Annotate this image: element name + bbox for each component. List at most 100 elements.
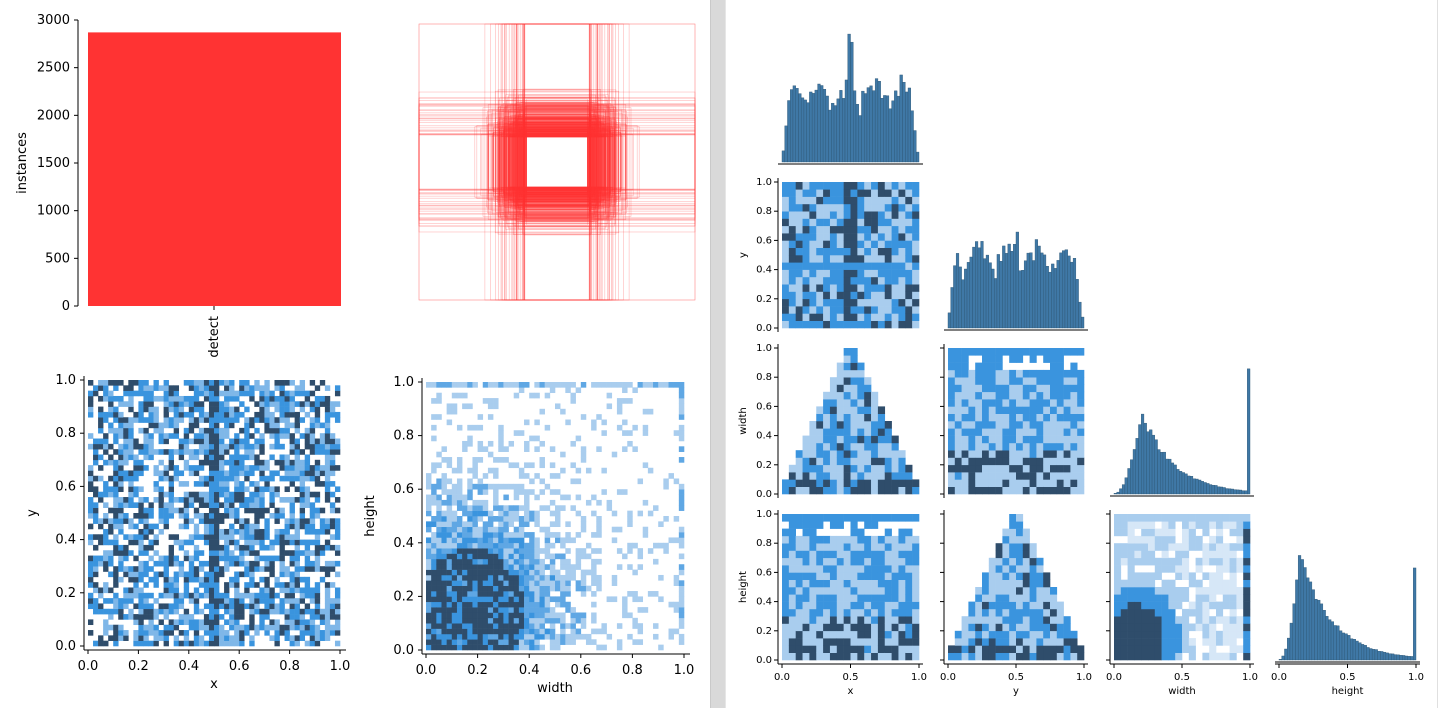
xy-cell: [314, 438, 321, 445]
wh-cell: [498, 537, 504, 544]
wh-cell: [560, 467, 566, 474]
pair-cell: [995, 377, 1003, 385]
panel-divider[interactable]: [710, 0, 726, 708]
xy-cell: [279, 550, 285, 556]
wh-cell: [534, 446, 540, 452]
pair-cell: [891, 601, 899, 610]
wh-cell: [508, 585, 515, 592]
xy-cell: [214, 619, 220, 626]
pair-cell: [1036, 479, 1044, 487]
pair-cell: [1009, 348, 1017, 356]
xy-cell: [88, 390, 94, 397]
pair-cell: [898, 543, 906, 551]
pair-cell: [782, 203, 790, 212]
xy-cell: [173, 449, 180, 455]
xy-cell: [309, 619, 316, 626]
wh-cell: [529, 392, 535, 399]
xy-cell: [163, 380, 169, 386]
xy-cell: [239, 544, 245, 551]
xy-cell: [244, 486, 250, 493]
box: [500, 136, 614, 188]
pair-cell: [884, 189, 892, 197]
pair-cell: [782, 594, 790, 602]
pair-cell: [802, 608, 810, 617]
wh-cell: [503, 639, 509, 645]
wh-ytick-label: 0.4: [393, 536, 414, 551]
xy-cell: [173, 507, 180, 514]
pair-cell: [1022, 435, 1030, 444]
wh-cell: [565, 548, 571, 554]
xy-cell: [108, 571, 114, 578]
xy-cell: [198, 566, 205, 572]
box: [515, 102, 599, 222]
pair-cell: [912, 211, 920, 219]
pair-cell: [1009, 384, 1017, 393]
box: [506, 133, 608, 191]
pair-cell: [850, 406, 858, 414]
pair-cell: [809, 291, 817, 300]
pair-cell: [961, 457, 969, 466]
wh-cell: [503, 585, 509, 592]
pair-cell: [850, 233, 858, 241]
wh-cell: [555, 633, 561, 640]
pair-cell: [788, 528, 796, 537]
xy-cell: [128, 395, 134, 402]
pair-cell: [968, 399, 976, 407]
xy-cell: [183, 550, 190, 556]
xy-cell: [88, 598, 94, 604]
pair-cell: [948, 421, 956, 429]
wh-cell: [482, 510, 489, 517]
xy-cell: [269, 598, 275, 604]
wh-cell: [549, 607, 556, 613]
pair-cell: [905, 211, 913, 219]
pair-cell: [857, 543, 865, 551]
xy-cell: [163, 502, 169, 508]
wh-cell: [534, 585, 540, 592]
xy-cell: [309, 614, 316, 620]
xy-cell: [188, 560, 195, 567]
wh-cell: [518, 430, 525, 436]
wh-cell: [493, 499, 499, 506]
xy-cell: [128, 614, 134, 620]
xy-cell: [224, 560, 230, 567]
pair-cell: [905, 557, 913, 566]
xy-cell: [264, 411, 270, 418]
wh-cell: [513, 542, 520, 549]
xy-cell: [178, 470, 185, 477]
xy-cell: [334, 465, 341, 471]
xy-cell: [153, 481, 159, 487]
xy-cell: [183, 513, 190, 519]
wh-cell: [524, 473, 530, 479]
pair-cell: [877, 428, 886, 436]
wh-cell: [565, 558, 571, 565]
box: [507, 95, 607, 229]
wh-cell: [678, 499, 685, 506]
pair-cell: [809, 535, 817, 544]
wh-cell: [431, 435, 437, 442]
xy-cell: [319, 619, 326, 626]
box: [524, 131, 590, 193]
pair-cell: [975, 616, 983, 624]
xy-cell: [128, 491, 134, 498]
wh-cell: [585, 499, 592, 506]
pair-cell: [782, 645, 790, 653]
wh-cell: [493, 574, 499, 581]
xy-cell: [158, 433, 164, 439]
wh-cell: [560, 628, 566, 635]
pair-cell: [995, 355, 1003, 363]
xy-cell: [198, 459, 205, 466]
box: [512, 121, 602, 203]
xy-cell: [324, 566, 331, 572]
xy-cell: [264, 603, 270, 610]
hist-bar: [1404, 655, 1408, 661]
pair-cell: [843, 225, 851, 234]
pair-cell: [871, 240, 879, 248]
wh-cell: [549, 521, 556, 528]
wh-cell: [467, 564, 473, 570]
pair-cell: [954, 355, 962, 363]
pair-heatmap-width-y: [948, 348, 1085, 495]
wh-cell: [472, 499, 478, 506]
xy-ytick-label: 1.0: [55, 373, 76, 388]
xy-cell: [234, 640, 240, 647]
wh-cell: [477, 644, 484, 651]
